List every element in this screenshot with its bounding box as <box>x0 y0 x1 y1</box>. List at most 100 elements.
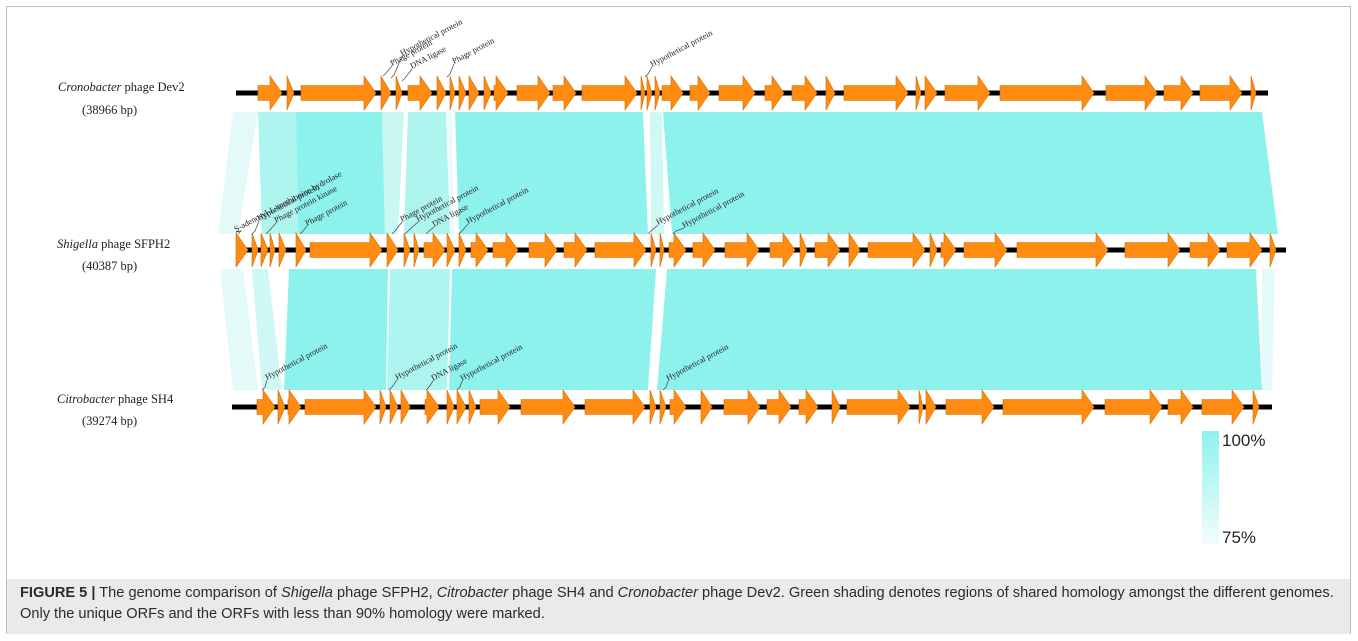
caption-italic: Citrobacter <box>436 585 509 601</box>
gene-arrow <box>458 232 467 268</box>
caption-background <box>7 579 1350 634</box>
orf-label-leader <box>299 225 308 235</box>
gene-arrow <box>915 75 922 111</box>
genome-name-italic: Shigella <box>57 237 98 251</box>
gene-arrow <box>659 389 667 425</box>
gene-arrow <box>470 232 489 268</box>
genome-length-sfph2: (40387 bp) <box>82 259 138 273</box>
homology-block <box>1262 269 1275 390</box>
gene-arrow <box>661 75 684 111</box>
gene-arrow <box>944 75 991 111</box>
gene-arrow <box>389 389 399 425</box>
genome-length-sh4: (39274 bp) <box>82 414 138 428</box>
orf-label-leader <box>456 380 463 391</box>
gene-arrow <box>918 389 924 425</box>
genome-name-dev2: Cronobacter phage Dev2 <box>58 80 185 95</box>
gene-arrow <box>257 75 283 111</box>
gene-arrow <box>831 389 841 425</box>
genome-name-italic: Cronobacter <box>58 80 122 94</box>
identity-scale-max-label: 100% <box>1222 431 1266 450</box>
gene-arrow <box>723 389 761 425</box>
genome-name-rest: phage SH4 <box>114 392 174 406</box>
orf-label: Hypothetical protein <box>649 28 715 69</box>
caption-text: phage SH4 and <box>508 585 618 601</box>
orf-label-leader <box>425 380 434 391</box>
gene-arrow <box>528 232 558 268</box>
gene-arrow <box>764 75 785 111</box>
homology-block <box>252 269 282 390</box>
gene-arrow <box>295 231 307 269</box>
gene-arrow <box>1002 389 1095 425</box>
gene-arrow <box>287 389 302 425</box>
gene-arrow <box>458 75 467 111</box>
orf-label-leader <box>647 224 659 235</box>
gene-arrow <box>260 232 269 268</box>
gene-arrow <box>718 75 756 111</box>
gene-arrow <box>251 232 259 268</box>
gene-arrow <box>446 389 455 425</box>
gene-arrow <box>1105 75 1158 111</box>
gene-arrow <box>649 389 657 425</box>
gene-arrow <box>963 232 1008 268</box>
gene-arrow <box>940 232 957 268</box>
gene-arrow <box>1104 389 1163 425</box>
orf-label-leader <box>235 230 243 235</box>
gene-arrow <box>386 231 399 269</box>
gene-arrow <box>1269 232 1277 268</box>
homology-block <box>220 269 258 390</box>
orf-label-leader <box>265 222 277 235</box>
gene-arrow <box>584 389 646 425</box>
gene-arrow <box>493 75 509 111</box>
gene-arrow <box>380 74 392 112</box>
orf-label-leader <box>458 223 469 235</box>
gene-arrow <box>814 232 841 268</box>
caption-text: phage Dev2. Green shading denotes region… <box>20 585 1334 622</box>
caption-italic: Cronobacter <box>617 585 698 601</box>
identity-scale-bar <box>1202 431 1219 544</box>
orf-label-leader <box>251 220 260 235</box>
gene-arrow <box>286 75 295 111</box>
gene-arrow <box>300 75 377 111</box>
gene-arrow <box>256 389 276 425</box>
homology-block <box>448 112 454 234</box>
genome-layer <box>232 74 1286 426</box>
gene-arrow <box>407 75 433 111</box>
gene-arrow <box>436 75 447 111</box>
gene-arrow <box>669 389 687 425</box>
gene-arrow <box>278 232 287 268</box>
gene-arrow <box>846 389 911 425</box>
gene-arrow <box>379 389 387 425</box>
genome-name-sfph2: Shigella phage SFPH2 <box>57 237 170 252</box>
homology-block <box>218 112 258 234</box>
gene-arrow <box>400 389 411 425</box>
gene-arrow <box>424 389 440 425</box>
gene-arrow <box>924 75 938 111</box>
gene-arrow <box>479 389 511 425</box>
gene-arrow <box>395 75 403 111</box>
gene-arrow <box>309 232 383 268</box>
orf-label-leader <box>672 227 685 235</box>
homology-layer <box>218 112 1278 390</box>
gene-arrow <box>724 232 760 268</box>
genome-name-rest: phage Dev2 <box>121 80 185 94</box>
gene-arrow <box>1252 389 1260 425</box>
gene-arrow <box>848 231 861 269</box>
orf-label: Phage protein <box>451 36 497 66</box>
gene-arrow <box>659 232 665 268</box>
gene-arrow <box>700 388 713 426</box>
gene-arrow <box>403 232 411 268</box>
caption-figure-label: FIGURE 5 | <box>20 585 96 601</box>
homology-block <box>387 269 450 390</box>
homology-block <box>657 269 1262 390</box>
gene-arrow <box>1163 75 1194 111</box>
homology-block <box>382 112 404 234</box>
orf-label-leader <box>390 55 403 79</box>
gene-arrow <box>468 389 477 425</box>
gene-arrow <box>446 232 456 268</box>
orf-label-leader <box>446 63 455 78</box>
gene-arrow <box>594 232 647 268</box>
orf-label-leader <box>404 221 419 235</box>
gene-arrow <box>766 389 792 425</box>
orf-label-leader <box>644 66 653 78</box>
gene-arrow <box>692 232 716 268</box>
